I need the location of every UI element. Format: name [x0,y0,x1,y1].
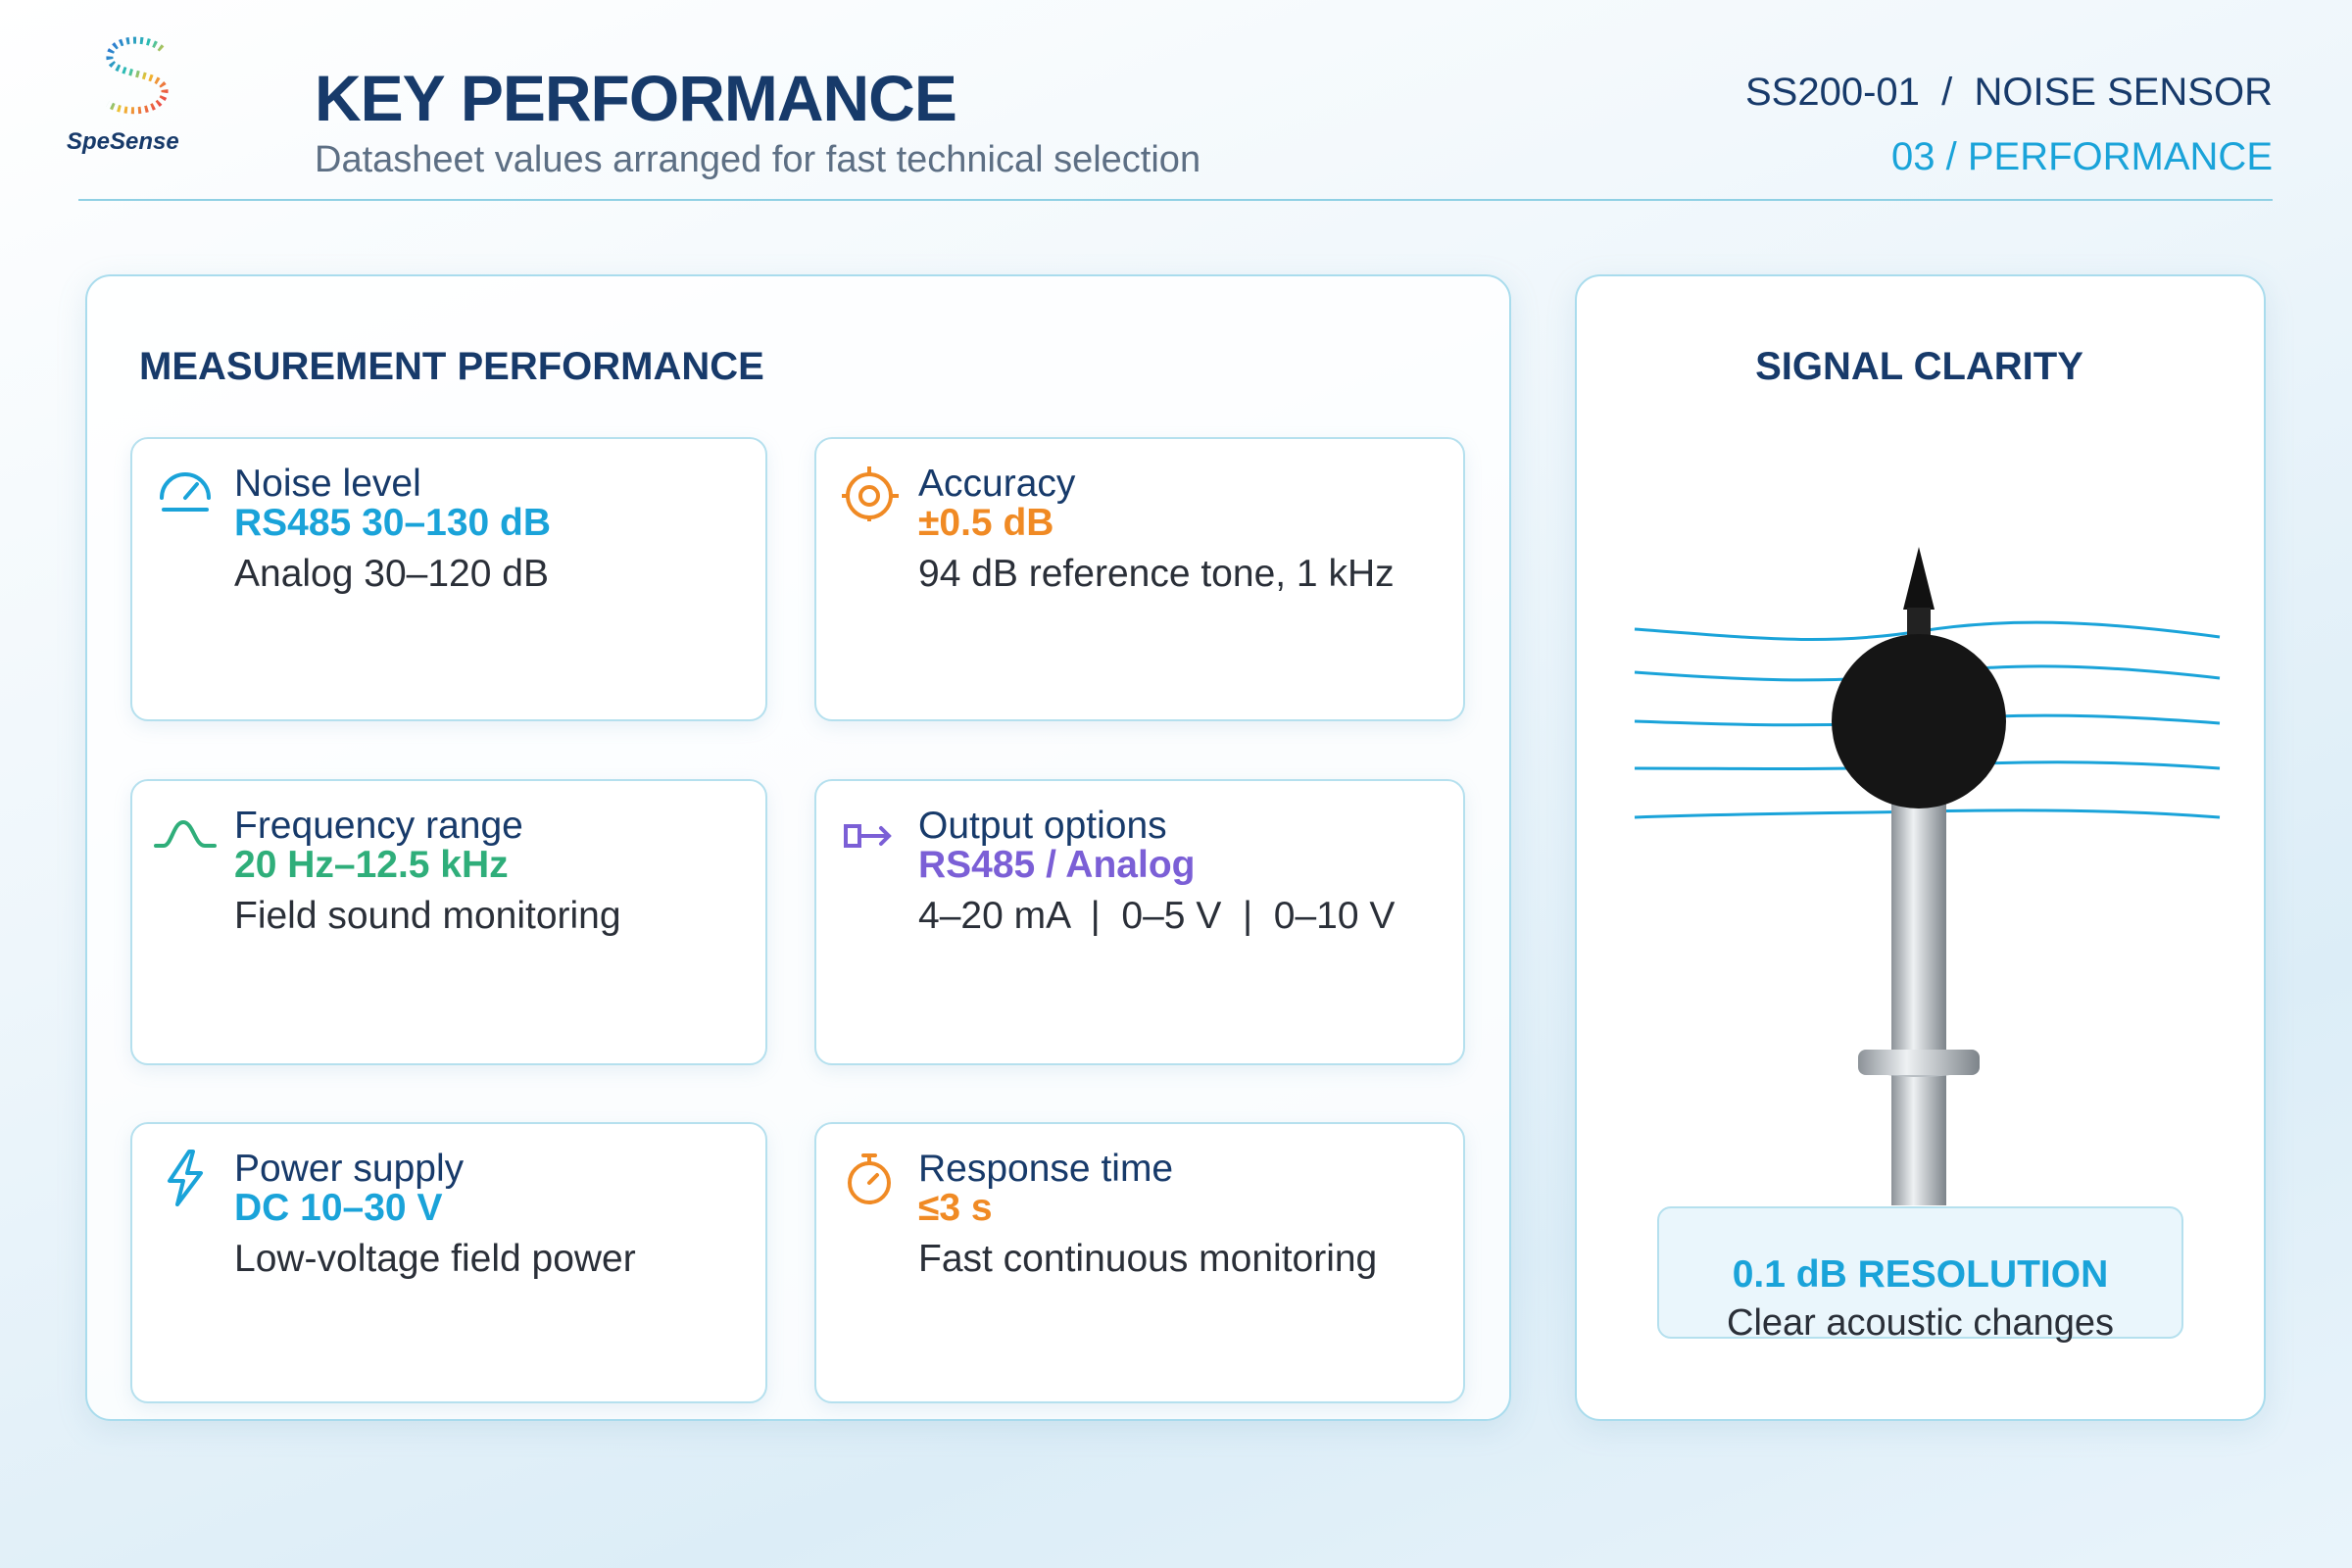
spec-card: Output options RS485 / Analog 4–20 mA | … [814,779,1465,1065]
sensor-illustration [1634,547,2221,1205]
spec-note: 4–20 mA | 0–5 V | 0–10 V [918,895,1396,937]
spec-note: Fast continuous monitoring [918,1238,1378,1280]
caption: Clear acoustic changes [1727,1302,2114,1344]
spec-note: Analog 30–120 dB [234,553,549,595]
spec-value: 20 Hz–12.5 kHz [234,844,509,886]
page-subtitle: Datasheet values arranged for fast techn… [315,139,1201,180]
spec-label: Noise level [234,463,421,505]
spec-value: ±0.5 dB [918,502,1054,544]
icon [168,1150,203,1206]
spec-label: Output options [918,805,1167,847]
spec-card: Response time ≤3 s Fast continuous monit… [814,1122,1465,1403]
icon [844,824,892,848]
spec-note: 94 dB reference tone, 1 kHz [918,553,1395,595]
spec-note: Field sound monitoring [234,895,621,937]
icon [842,466,899,521]
spec-note: Low-voltage field power [234,1238,636,1280]
panel-title: SIGNAL CLARITY [1755,345,2083,388]
spec-label: Response time [918,1148,1174,1190]
icon [848,1153,891,1204]
spec-value: DC 10–30 V [234,1187,443,1229]
spec-label: Power supply [234,1148,465,1190]
product-label: SS200-01 / NOISE SENSOR [1745,71,2273,114]
section-label: 03 / PERFORMANCE [1891,135,2273,178]
highlight: 0.1 dB RESOLUTION [1732,1253,2109,1296]
resolution-box: 0.1 dB RESOLUTION Clear acoustic changes [1657,1206,2183,1344]
spec-label: Accuracy [918,463,1076,505]
spec-value: RS485 30–130 dB [234,502,552,544]
spec-card: Accuracy ±0.5 dB 94 dB reference tone, 1… [814,437,1465,721]
page-title: KEY PERFORMANCE [315,62,957,134]
header-rule [78,199,2273,201]
icon [160,472,211,512]
spec-card: Power supply DC 10–30 V Low-voltage fiel… [130,1122,767,1403]
logo-text: SpeSense [67,128,179,155]
spec-value: RS485 / Analog [918,844,1196,886]
icon [154,819,217,848]
spec-card: Frequency range 20 Hz–12.5 kHz Field sou… [130,779,767,1065]
spec-value: ≤3 s [918,1187,993,1229]
spec-card: Noise level RS485 30–130 dB Analog 30–12… [130,437,767,721]
panel-title: MEASUREMENT PERFORMANCE [139,345,764,388]
spec-label: Frequency range [234,805,523,847]
logo-mark [106,36,169,115]
